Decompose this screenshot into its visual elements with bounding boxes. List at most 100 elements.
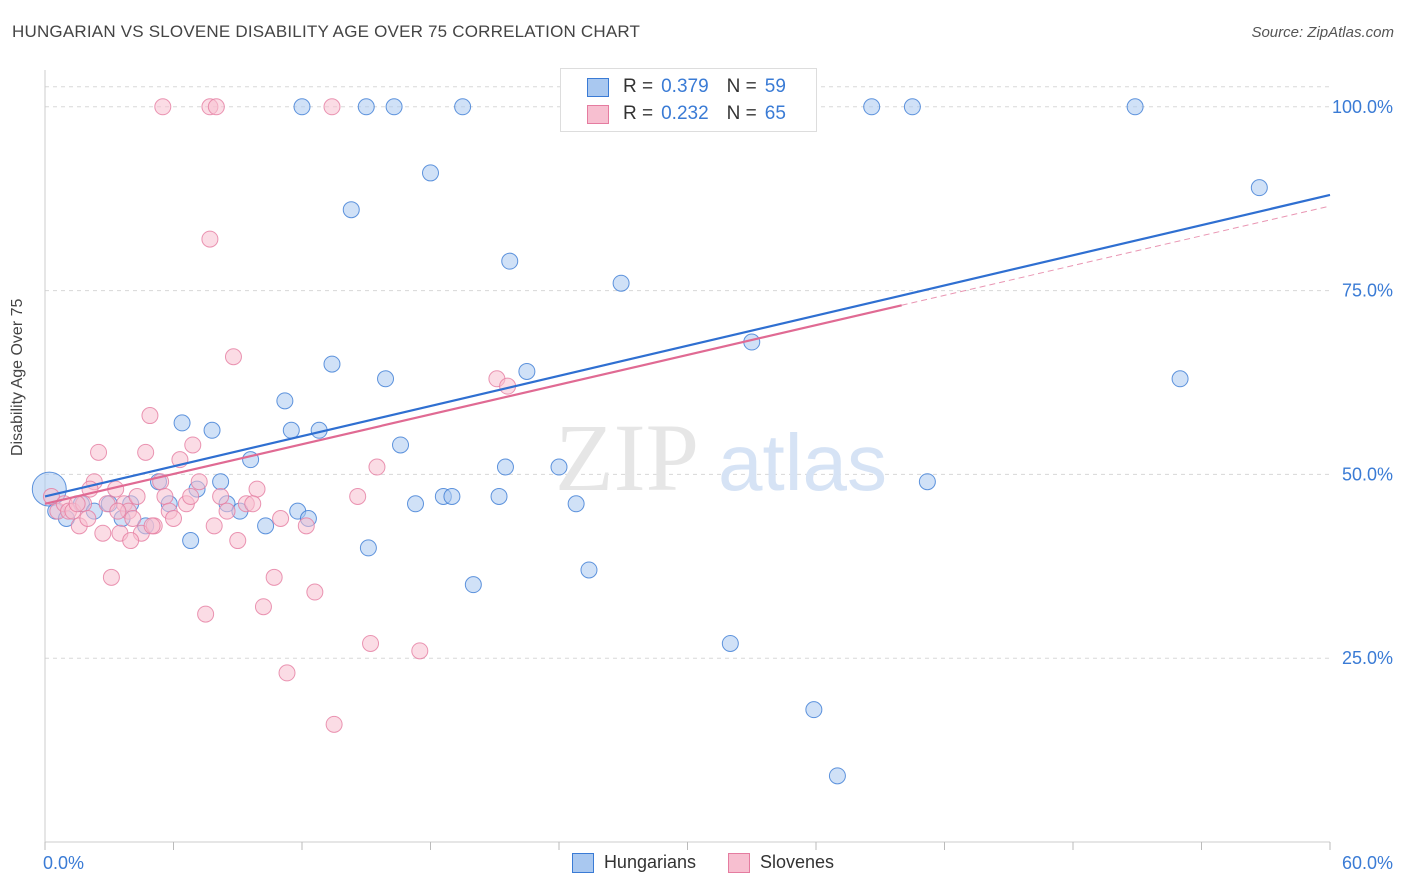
- hungarian-point: [323, 355, 341, 373]
- slovene-point: [323, 98, 341, 116]
- hungarian-point: [903, 98, 921, 116]
- slovene-point: [368, 458, 386, 476]
- hungarian-point: [182, 532, 200, 550]
- hungarian-point: [293, 98, 311, 116]
- slovene-point: [154, 98, 172, 116]
- slovene-point: [207, 98, 225, 116]
- hungarian-point: [721, 634, 739, 652]
- slovene-trend-line: [44, 304, 902, 505]
- legend-swatch-pink: [728, 852, 750, 873]
- slovene-point: [94, 524, 112, 542]
- slovene-point: [156, 487, 174, 505]
- slovene-point: [190, 473, 208, 491]
- slovene-point: [306, 583, 324, 601]
- hungarian-point: [863, 98, 881, 116]
- slovene-point: [244, 495, 262, 513]
- legend-r-label: R =: [623, 103, 654, 124]
- slovene-point: [90, 443, 108, 461]
- bottom-legend-label: Hungarians: [603, 852, 696, 872]
- slovene-point: [254, 598, 272, 616]
- x-tick-label-max: 60.0%: [1342, 853, 1393, 873]
- tick-labels: 25.0% 50.0% 75.0% 100.0% 0.0% 60.0%: [43, 97, 1393, 873]
- y-tick-label: 50.0%: [1342, 464, 1393, 484]
- trend-lines: [44, 193, 1331, 505]
- hungarian-point: [377, 370, 395, 388]
- legend-n-label: N =: [726, 76, 757, 97]
- slovene-point: [137, 443, 155, 461]
- chart-title: HUNGARIAN VS SLOVENE DISABILITY AGE OVER…: [12, 22, 641, 41]
- y-tick-label: 25.0%: [1342, 648, 1393, 668]
- hungarian-point: [918, 473, 936, 491]
- slovene-point: [297, 517, 315, 535]
- y-tick-label: 75.0%: [1342, 281, 1393, 301]
- hungarian-point: [496, 458, 514, 476]
- hungarian-point: [518, 362, 536, 380]
- hungarian-point: [567, 495, 585, 513]
- y-axis-label: Disability Age Over 75: [9, 298, 26, 456]
- hungarian-point: [422, 164, 439, 182]
- hungarian-point: [550, 458, 568, 476]
- slovene-point: [411, 642, 429, 660]
- hungarian-point: [454, 98, 472, 116]
- slovene-point: [197, 605, 215, 623]
- gridlines: [45, 86, 1330, 659]
- slovene-point: [122, 532, 140, 550]
- slovene-point: [165, 509, 182, 527]
- hungarian-point: [357, 98, 375, 116]
- slovene-point: [212, 487, 230, 505]
- hungarian-point: [443, 487, 461, 505]
- slovene-point: [128, 487, 146, 505]
- legend-r-value: 0.232: [661, 103, 709, 124]
- axes: [44, 70, 1331, 850]
- hungarian-point: [276, 392, 294, 410]
- hungarian-point: [212, 473, 230, 491]
- legend-row-slovenes: R = 0.232 N = 65: [587, 101, 786, 127]
- slovene-point: [143, 517, 161, 535]
- legend-n-label: N =: [726, 103, 757, 124]
- slovene-point: [325, 715, 343, 733]
- slovene-point: [109, 502, 127, 520]
- hungarian-point: [359, 539, 377, 557]
- legend-swatch-blue: [587, 77, 609, 97]
- watermark-atlas: atlas: [718, 418, 887, 507]
- bottom-legend: Hungarians Slovenes: [0, 852, 1406, 873]
- hungarian-point: [828, 767, 846, 785]
- hungarian-point: [392, 436, 410, 454]
- hungarian-point: [342, 201, 360, 219]
- slovene-point: [102, 568, 120, 586]
- hungarian-point: [1126, 98, 1144, 116]
- hungarian-point: [257, 517, 275, 535]
- slovene-point: [205, 517, 223, 535]
- hungarian-point: [407, 495, 425, 513]
- hungarian-point: [612, 274, 630, 292]
- slovene-point: [79, 509, 97, 527]
- hungarian-point: [1171, 370, 1189, 388]
- chart-source: Source: ZipAtlas.com: [1251, 24, 1394, 41]
- hungarian-point: [203, 421, 221, 439]
- legend-row-hungarians: R = 0.379 N = 59: [587, 74, 786, 100]
- hungarian-point: [282, 421, 300, 439]
- x-tick-label-min: 0.0%: [43, 853, 84, 873]
- slovene-point: [224, 348, 242, 366]
- bottom-legend-label: Slovenes: [760, 852, 835, 872]
- hungarian-point: [464, 576, 482, 594]
- slovene-point: [182, 487, 200, 505]
- slovene-point: [278, 664, 296, 682]
- slovene-point: [229, 532, 247, 550]
- legend-r-label: R =: [623, 76, 654, 97]
- hungarian-point: [580, 561, 598, 579]
- slovene-trend-extension: [901, 205, 1331, 306]
- bottom-legend-slovenes[interactable]: Slovenes: [728, 852, 834, 873]
- bottom-legend-hungarians[interactable]: Hungarians: [571, 852, 696, 873]
- hungarian-point: [490, 487, 508, 505]
- hungarian-point: [501, 252, 519, 270]
- legend-r-value: 0.379: [661, 76, 709, 97]
- slovene-point: [184, 436, 202, 454]
- legend-swatch-blue: [571, 852, 594, 873]
- y-tick-label: 100.0%: [1332, 97, 1393, 117]
- slovene-point: [265, 568, 283, 586]
- slovene-point: [272, 509, 290, 527]
- slovene-point: [124, 509, 142, 527]
- legend-n-value: 65: [764, 103, 786, 124]
